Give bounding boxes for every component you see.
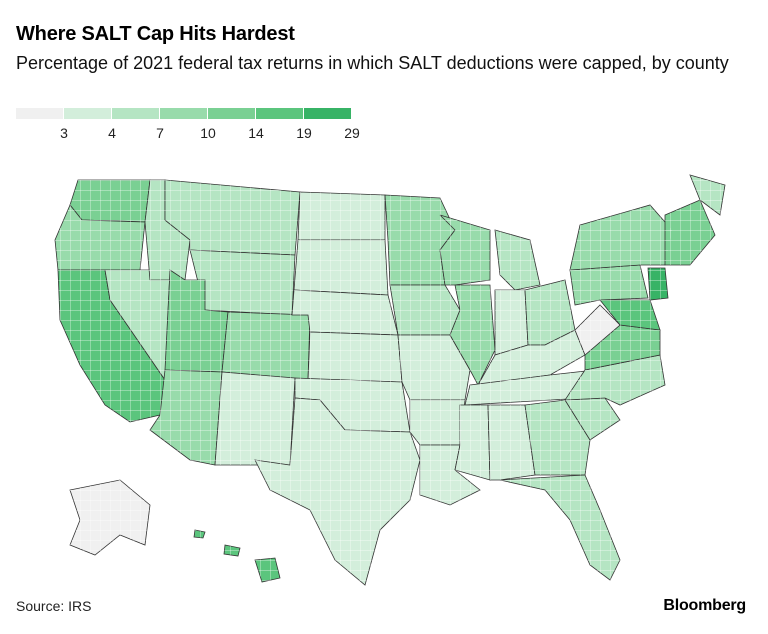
county-boundaries-iowa bbox=[390, 285, 460, 335]
county-boundaries-alabama bbox=[488, 405, 535, 480]
county-boundaries-louisiana bbox=[420, 445, 480, 505]
us-county-map bbox=[54, 174, 726, 586]
county-boundaries-washington bbox=[70, 180, 150, 222]
county-boundaries-missouri bbox=[398, 335, 470, 400]
county-boundaries-kansas bbox=[308, 332, 402, 382]
legend-label-14: 14 bbox=[248, 125, 264, 141]
county-boundaries-kentucky bbox=[478, 330, 585, 385]
bloomberg-logo: Bloomberg bbox=[663, 597, 746, 614]
county-boundaries-michigan bbox=[495, 230, 540, 290]
county-boundaries-wyoming bbox=[190, 250, 295, 315]
legend-swatch-4 bbox=[160, 108, 207, 119]
legend-swatch-1 bbox=[16, 108, 63, 119]
county-boundaries-pennsylvania bbox=[570, 265, 648, 305]
legend-swatch-2 bbox=[64, 108, 111, 119]
legend-swatch-6 bbox=[256, 108, 303, 119]
county-boundaries-oklahoma bbox=[295, 378, 410, 432]
county-boundaries-maine bbox=[690, 175, 725, 215]
county-boundaries-colorado bbox=[222, 312, 310, 380]
county-boundaries-new-york bbox=[570, 205, 672, 270]
chart-title: Where SALT Cap Hits Hardest bbox=[16, 23, 295, 45]
county-boundaries-florida bbox=[500, 475, 620, 580]
legend-swatches bbox=[16, 108, 352, 119]
county-boundaries-illinois bbox=[450, 285, 495, 385]
county-boundaries-idaho bbox=[145, 180, 190, 280]
chart-subtitle: Percentage of 2021 federal tax returns i… bbox=[16, 53, 729, 73]
county-boundaries-virginia bbox=[585, 325, 660, 370]
county-boundaries-alaska bbox=[70, 480, 150, 555]
legend-label-7: 7 bbox=[156, 125, 164, 141]
county-boundaries-minnesota bbox=[385, 195, 455, 285]
county-boundaries-mississippi bbox=[455, 405, 490, 480]
county-boundaries-california bbox=[58, 270, 165, 422]
county-boundaries-texas bbox=[255, 398, 420, 585]
county-boundaries-maryland bbox=[600, 300, 660, 330]
county-boundaries-north-dakota bbox=[298, 192, 385, 240]
legend-swatch-7 bbox=[304, 108, 351, 119]
county-boundaries-utah bbox=[165, 270, 228, 372]
legend-swatch-5 bbox=[208, 108, 255, 119]
county-boundaries-ohio bbox=[525, 280, 575, 345]
county-boundaries-georgia bbox=[525, 400, 590, 475]
county-boundaries-new-jersey bbox=[648, 268, 668, 300]
legend-label-4: 4 bbox=[108, 125, 116, 141]
legend-label-3: 3 bbox=[60, 125, 68, 141]
county-boundaries-arizona bbox=[150, 370, 222, 465]
source-note: Source: IRS bbox=[16, 598, 92, 614]
county-boundaries-montana bbox=[165, 180, 300, 255]
county-boundaries-tennessee bbox=[465, 370, 595, 405]
county-boundaries-indiana bbox=[495, 290, 528, 355]
county-boundaries-south-carolina bbox=[565, 398, 620, 440]
legend-label-29: 29 bbox=[344, 125, 360, 141]
county-boundaries-wisconsin bbox=[440, 215, 490, 285]
county-boundaries-west-virginia bbox=[575, 305, 620, 355]
legend-label-19: 19 bbox=[296, 125, 312, 141]
legend-swatch-3 bbox=[112, 108, 159, 119]
county-boundaries-new-mexico bbox=[215, 372, 295, 465]
county-boundaries-hawaii bbox=[194, 530, 280, 582]
legend-label-10: 10 bbox=[200, 125, 216, 141]
county-boundaries-new-england bbox=[665, 200, 715, 265]
county-boundaries-south-dakota bbox=[294, 240, 388, 295]
county-boundaries-nebraska bbox=[292, 290, 398, 335]
county-boundaries-oregon bbox=[55, 205, 145, 270]
county-boundaries-arkansas bbox=[410, 400, 465, 445]
county-boundaries-north-carolina bbox=[565, 355, 665, 405]
color-legend: 3 4 7 10 14 19 29 bbox=[16, 108, 360, 148]
county-boundaries-nevada bbox=[105, 270, 170, 380]
